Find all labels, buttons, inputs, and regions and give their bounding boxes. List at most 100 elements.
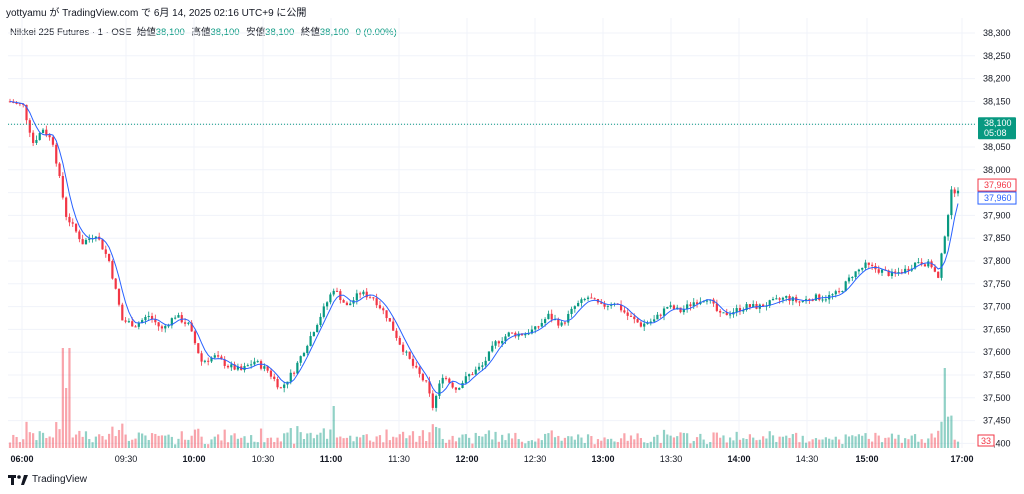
volume-bar xyxy=(25,421,28,448)
volume-bar xyxy=(583,442,586,448)
candle-body xyxy=(144,316,147,321)
candle-body xyxy=(534,326,537,330)
candle-body xyxy=(619,304,623,311)
candle-body xyxy=(527,333,530,335)
time-tick-label: 12:30 xyxy=(524,454,547,464)
volume-bar xyxy=(177,438,180,448)
candle-body xyxy=(887,270,890,276)
price-tick-label: 38,000 xyxy=(983,165,1011,175)
volume-bar xyxy=(183,439,187,448)
candle-body xyxy=(474,369,477,375)
candle-body xyxy=(233,364,236,370)
volume-bar xyxy=(22,439,25,448)
candle-body xyxy=(197,343,200,354)
volume-bar xyxy=(745,438,748,448)
candle-body xyxy=(560,322,563,326)
volume-bar xyxy=(798,442,801,448)
price-tick-label: 37,600 xyxy=(983,347,1011,357)
price-tick-label: 37,650 xyxy=(983,324,1011,334)
price-axis[interactable]: 38,300 38,250 38,200 38,150 38,100 38,050 38,0… xyxy=(977,28,1017,448)
candle-body xyxy=(752,304,755,308)
volume-bar xyxy=(266,437,269,448)
candle-body xyxy=(329,294,332,303)
candle-body xyxy=(550,313,553,320)
candle-body xyxy=(187,322,190,324)
volume-bar xyxy=(157,435,160,448)
volume-bar xyxy=(471,443,474,448)
candle-body xyxy=(695,302,699,305)
candle-body xyxy=(894,271,897,273)
candle-body xyxy=(781,297,785,300)
volume-bar xyxy=(524,443,527,448)
volume-bar xyxy=(438,428,441,448)
volume-bar xyxy=(586,434,590,448)
candle-body xyxy=(517,333,520,337)
candle-body xyxy=(207,360,210,362)
volume-bar xyxy=(530,440,533,448)
candle-body xyxy=(956,190,960,194)
volume-bar xyxy=(702,439,705,448)
volume-bar xyxy=(904,438,907,448)
candle-body xyxy=(725,312,728,316)
candle-body xyxy=(216,355,220,357)
candle-body xyxy=(672,305,676,310)
candle-body xyxy=(659,314,662,316)
volume-bar xyxy=(781,436,785,448)
volume-bar xyxy=(200,436,203,448)
candle-body xyxy=(788,296,791,301)
candle-body xyxy=(692,302,695,307)
candle-body xyxy=(256,361,259,363)
candle-body xyxy=(702,301,705,303)
price-tick-label: 38,250 xyxy=(983,51,1011,61)
volume-bar xyxy=(104,439,107,448)
candle-body xyxy=(114,278,117,289)
volume-bar xyxy=(38,431,41,448)
candle-body xyxy=(844,281,847,292)
candle-body xyxy=(946,215,950,237)
ma-value-badge xyxy=(977,191,1017,205)
volume-bar xyxy=(319,432,322,448)
price-tick-label: 38,150 xyxy=(983,96,1011,106)
candle-body xyxy=(633,316,636,320)
candle-body xyxy=(590,297,593,299)
volume-bar xyxy=(910,435,913,448)
volume-bar xyxy=(600,440,603,448)
candle-body xyxy=(157,322,160,327)
volume-bar xyxy=(610,438,613,448)
candle-body xyxy=(880,269,884,273)
volume-bar xyxy=(170,436,173,448)
candle-body xyxy=(296,362,299,374)
volume-bar xyxy=(871,441,874,448)
volume-bar xyxy=(884,437,887,448)
candle-body xyxy=(316,325,319,333)
volume-bar xyxy=(719,437,722,448)
volume-bar xyxy=(755,440,758,448)
volume-bar xyxy=(831,439,834,448)
time-tick-label: 13:30 xyxy=(660,454,683,464)
candle-body xyxy=(897,272,900,274)
time-tick-label: 11:00 xyxy=(320,454,343,464)
candle-body xyxy=(547,313,550,320)
candle-body xyxy=(524,333,527,336)
volume-bar xyxy=(946,416,950,448)
candle-body xyxy=(355,293,358,301)
volume-bar xyxy=(705,444,709,448)
volume-bar xyxy=(121,423,124,448)
candle-body xyxy=(487,351,491,361)
candle-body xyxy=(309,336,312,346)
candle-body xyxy=(15,102,18,104)
time-axis[interactable]: 06:00 09:30 10:00 10:30 11:00 11:30 12:00 12:30… xyxy=(10,454,973,464)
tradingview-footer[interactable]: TradingView xyxy=(8,474,87,485)
volume-bar xyxy=(887,437,890,448)
volume-bar xyxy=(382,442,385,448)
candle-body xyxy=(626,312,629,316)
candle-body xyxy=(78,231,81,240)
candle-body xyxy=(259,361,263,369)
volume-bar xyxy=(464,434,467,448)
volume-bar xyxy=(365,434,368,448)
candle-body xyxy=(778,298,781,300)
volume-bar xyxy=(61,348,64,448)
candle-body xyxy=(226,365,230,368)
candle-body xyxy=(603,303,606,307)
